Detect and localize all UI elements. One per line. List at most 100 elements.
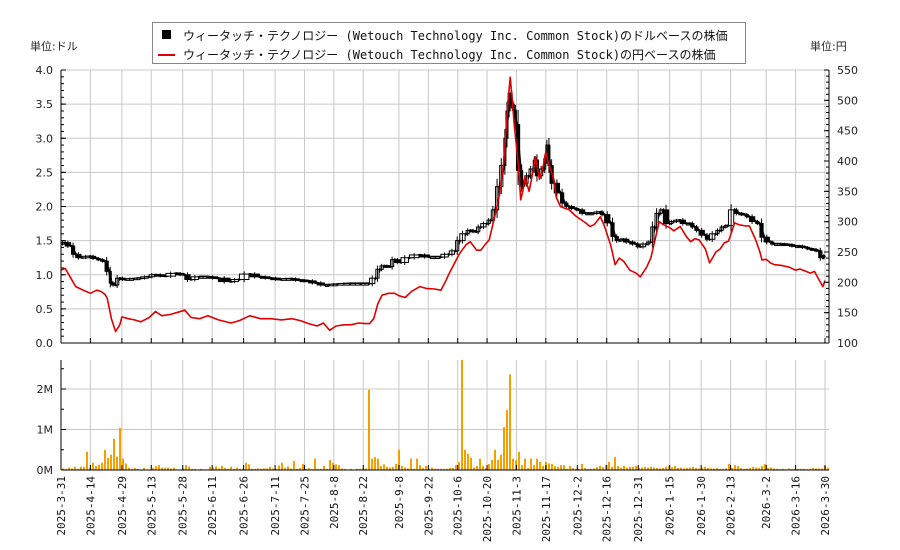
date-tick-label: 2025-6-11 — [206, 476, 219, 536]
volume-bar — [557, 466, 559, 470]
volume-bar — [80, 466, 82, 470]
volume-bar — [773, 468, 775, 470]
volume-bar — [134, 467, 136, 470]
volume-bar — [764, 463, 766, 470]
volume-bar — [62, 468, 64, 470]
right-axis-tick-label: 250 — [837, 246, 858, 259]
volume-bar — [704, 466, 706, 470]
volume-bar — [689, 467, 691, 470]
jpy-price-series — [60, 76, 826, 333]
volume-bar — [572, 467, 574, 470]
volume-bar — [587, 468, 589, 470]
volume-bar — [200, 468, 202, 470]
left-axis-tick-label: 4.0 — [36, 64, 54, 77]
volume-bar — [638, 467, 640, 470]
date-tick-label: 2025-5-28 — [177, 476, 190, 536]
volume-bar — [128, 467, 130, 470]
volume-bar — [263, 468, 265, 470]
volume-bar — [482, 465, 484, 470]
volume-bar — [437, 468, 439, 470]
volume-bar — [614, 457, 616, 470]
volume-bar — [770, 467, 772, 470]
date-tick-label: 2025-12-2 — [571, 476, 584, 536]
right-axis-tick-label: 150 — [837, 307, 858, 320]
volume-bar — [716, 467, 718, 470]
volume-bar — [83, 466, 85, 470]
volume-bar — [629, 466, 631, 470]
volume-bar — [674, 465, 676, 470]
left-axis-tick-label: 0.5 — [36, 303, 54, 316]
volume-bar — [650, 466, 652, 470]
volume-bar — [656, 467, 658, 470]
volume-bar — [467, 453, 469, 470]
volume-bar — [275, 468, 277, 470]
volume-bar — [827, 467, 829, 470]
volume-bar — [794, 468, 796, 470]
left-axis-tick-label: 3.5 — [36, 98, 54, 111]
volume-bar — [278, 465, 280, 470]
volume-bar — [719, 468, 721, 470]
volume-bar — [212, 467, 214, 470]
left-axis-ticks: 0.0 0.5 1.0 1.5 2.0 2.5 3.0 3.5 4.0 — [36, 64, 66, 350]
volume-bar — [707, 467, 709, 470]
volume-bar — [671, 467, 673, 470]
date-tick-label: 2025-5-13 — [145, 476, 158, 536]
volume-bar — [596, 467, 598, 470]
volume-bar — [74, 466, 76, 470]
volume-bar — [740, 467, 742, 470]
volume-bar — [686, 467, 688, 470]
left-axis-tick-label: 1.0 — [36, 269, 54, 282]
left-axis-tick-label: 2.0 — [36, 201, 54, 214]
date-tick-label: 2025-4-29 — [116, 476, 129, 536]
volume-bar — [536, 458, 538, 470]
volume-bar — [749, 467, 751, 470]
volume-bar — [746, 468, 748, 470]
volume-bar — [599, 465, 601, 470]
volume-bar — [392, 466, 394, 470]
volume-bar — [86, 451, 88, 470]
volume-bar — [230, 466, 232, 470]
volume-bar — [584, 467, 586, 470]
volume-bar — [290, 468, 292, 470]
volume-bar — [470, 457, 472, 470]
volume-bar — [692, 466, 694, 470]
volume-bar — [443, 468, 445, 470]
volume-bar — [257, 468, 259, 470]
volume-bar — [317, 468, 319, 470]
volume-bar — [335, 464, 337, 470]
volume-bar — [242, 468, 244, 470]
volume-bar — [434, 468, 436, 470]
volume-bar — [653, 467, 655, 470]
right-axis-unit-label: 単位:円 — [810, 40, 847, 53]
volume-bar — [530, 458, 532, 470]
date-axis-ticks: 2025-3-31 2025-4-14 2025-4-29 2025-5-13 2025… — [55, 338, 832, 542]
volume-bar — [809, 468, 811, 470]
date-tick-label: 2025-12-31 — [632, 476, 645, 542]
volume-bar — [305, 468, 307, 470]
date-tick-label: 2026-2-13 — [725, 476, 738, 536]
volume-bar — [551, 463, 553, 470]
volume-bar — [395, 463, 397, 470]
volume-bar — [701, 467, 703, 470]
volume-bar — [251, 468, 253, 470]
volume-bar — [398, 449, 400, 470]
volume-bar — [98, 464, 100, 470]
volume-bar — [272, 468, 274, 470]
volume-bar — [188, 466, 190, 470]
date-tick-label: 2025-10-20 — [481, 476, 494, 542]
volume-bar — [446, 468, 448, 470]
volume-bar — [488, 463, 490, 470]
volume-bar — [620, 467, 622, 470]
left-axis-unit-label: 単位:ドル — [30, 40, 78, 53]
volume-bar — [65, 468, 67, 470]
right-axis-ticks: 100 150 200 250 300 350 400 450 500 550 — [824, 64, 858, 350]
volume-bar — [407, 468, 409, 470]
red-line-icon — [158, 54, 175, 56]
volume-bar — [161, 467, 163, 470]
price-gridlines — [61, 69, 829, 343]
volume-bar — [125, 463, 127, 470]
volume-axis-tick-label: 1M — [37, 424, 54, 437]
volume-bar — [458, 461, 460, 470]
volume-bar — [107, 457, 109, 470]
volume-bar — [77, 468, 79, 470]
